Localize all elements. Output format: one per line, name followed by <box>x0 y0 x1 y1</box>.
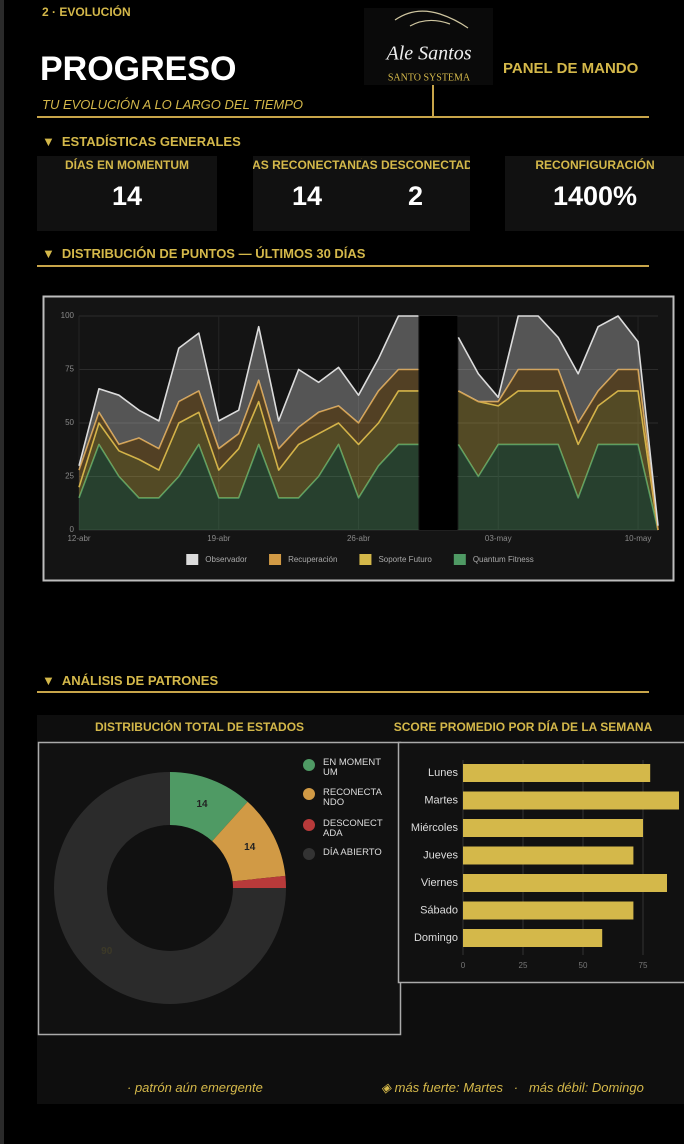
y-tick-label: Jueves <box>423 849 458 861</box>
stat-card <box>253 156 470 231</box>
bar <box>463 764 651 782</box>
area <box>79 390 658 530</box>
bar <box>463 901 634 920</box>
bar <box>463 819 643 837</box>
section-title: ANÁLISIS DE PATRONES <box>42 673 218 688</box>
y-tick-label: 100 <box>61 311 75 320</box>
donut-title: DISTRIBUCIÓN TOTAL DE ESTADOS <box>94 720 305 734</box>
donut-segment <box>170 772 248 842</box>
bar <box>463 846 634 865</box>
legend-swatch <box>269 554 282 565</box>
area <box>79 444 658 530</box>
x-tick-label: 0 <box>461 961 466 970</box>
area-line <box>78 390 659 531</box>
y-tick-label: Domingo <box>414 932 458 944</box>
section-title: ESTADÍSTICAS GENERALES <box>42 134 241 149</box>
stat-value: 2 <box>407 181 424 211</box>
stat-label: DÍAS RECONECTANDO <box>253 158 361 172</box>
gap <box>419 316 458 530</box>
y-tick-label: Viernes <box>421 877 459 889</box>
stat-value: 14 <box>291 181 323 211</box>
legend-swatch <box>186 554 199 565</box>
footer-summary: ◈ más fuerte: Martes · más débil: Doming… <box>381 1080 644 1095</box>
donut-segment <box>54 772 286 1004</box>
segment-label: 14 <box>197 799 209 810</box>
x-tick-label: 25 <box>519 961 528 970</box>
segment-label: 90 <box>101 946 113 957</box>
bar <box>463 874 667 892</box>
page-subtitle: TU EVOLUCIÓN A LO LARGO DEL TIEMPO <box>42 97 304 112</box>
stat-value: 14 <box>111 181 143 211</box>
x-tick-label: 12-abr <box>67 534 90 543</box>
x-tick-label: 50 <box>579 961 588 970</box>
legend-label: DÍA ABIERTO <box>323 847 382 858</box>
x-tick-label: 75 <box>639 961 648 970</box>
x-tick-label: 26-abr <box>347 534 370 543</box>
legend-label: EN MOMENTUM <box>323 757 382 778</box>
panel-label[interactable]: PANEL DE MANDO <box>503 60 639 77</box>
stat-value: 1400% <box>552 181 638 211</box>
logo-tagline: SANTO SYSTEMA <box>388 72 471 83</box>
x-tick-label: 03-may <box>485 534 512 543</box>
y-tick-label: 50 <box>65 418 74 427</box>
stat-label-text: DÍAS RECONECTANDO <box>253 158 361 172</box>
legend-label: Recuperación <box>288 555 337 564</box>
footer-note: · patrón aún emergente <box>127 1080 263 1095</box>
legend-label: RECONECTANDO <box>323 787 382 808</box>
y-tick-label: 25 <box>65 472 74 481</box>
bar <box>463 791 679 810</box>
donut-segment <box>232 875 286 888</box>
logo-name: Ale Santos <box>385 43 472 65</box>
area-line <box>78 443 659 531</box>
logo-hands <box>394 10 469 29</box>
hbar-title: SCORE PROMEDIO POR DÍA DE LA SEMANA <box>393 720 653 734</box>
legend-dot <box>303 759 315 771</box>
stat-label: DÍAS EN MOMENTUM <box>65 158 189 172</box>
bar <box>463 929 603 947</box>
page-title: PROGRESO <box>40 50 237 88</box>
donut-segment <box>212 801 286 882</box>
y-tick-label: Lunes <box>428 767 458 779</box>
area-line <box>78 315 659 526</box>
legend-dot <box>303 848 315 860</box>
stat-label: DÍAS DESCONECTADO <box>361 158 470 172</box>
legend-swatch <box>453 554 466 565</box>
x-tick-label: 19-abr <box>207 534 230 543</box>
edge-strip <box>0 0 4 1144</box>
x-tick-label: 10-may <box>625 534 652 543</box>
y-tick-label: Miércoles <box>411 822 459 834</box>
stat-card <box>37 156 217 231</box>
area <box>79 316 658 530</box>
stat-label-text: DÍAS DESCONECTADO <box>361 158 470 172</box>
stat-card <box>505 156 684 231</box>
legend-label: Soporte Futuro <box>378 555 432 564</box>
stat-label: RECONFIGURACIÓN <box>535 158 655 172</box>
segment-label: 14 <box>244 842 256 853</box>
y-tick-label: 75 <box>65 365 74 374</box>
y-tick-label: 0 <box>70 525 75 534</box>
breadcrumb: 2 · EVOLUCIÓN <box>42 5 131 19</box>
legend-dot <box>303 788 315 800</box>
section-title: DISTRIBUCIÓN DE PUNTOS — ÚLTIMOS 30 DÍAS <box>42 246 366 261</box>
y-tick-label: Martes <box>424 794 458 806</box>
legend-swatch <box>359 554 372 565</box>
legend-label: Quantum Fitness <box>473 555 534 564</box>
legend-dot <box>303 819 315 831</box>
area-line <box>78 368 659 531</box>
legend-label: Observador <box>205 555 247 564</box>
y-tick-label: Sábado <box>420 904 458 916</box>
legend-label: DESCONECTADA <box>323 818 383 839</box>
legend: Observador Recuperación Soporte Futuro Quan… <box>186 554 534 565</box>
